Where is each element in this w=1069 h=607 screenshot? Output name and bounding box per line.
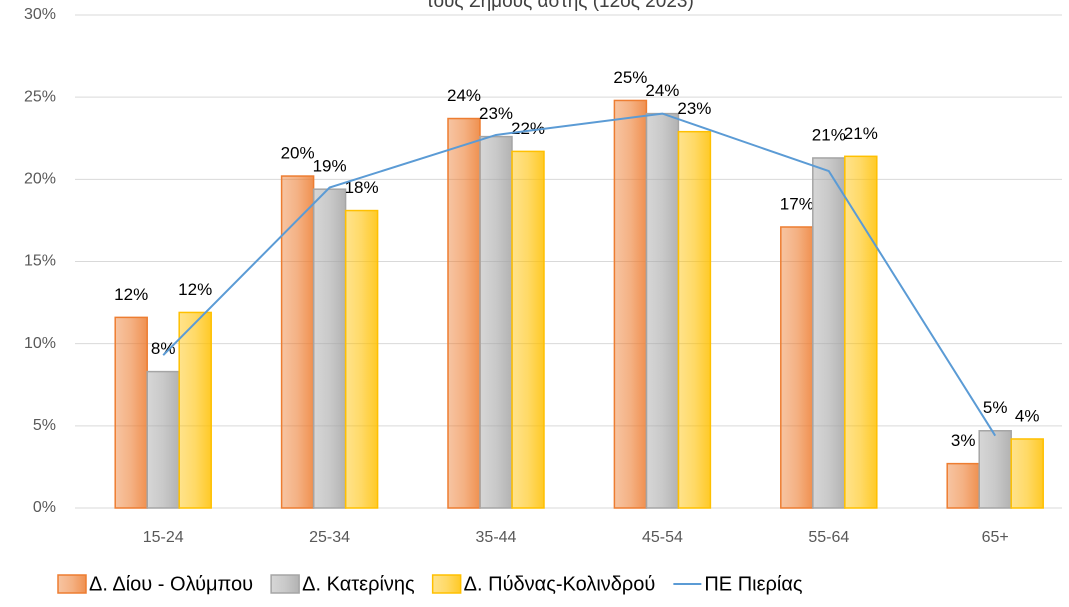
bar (946, 462, 980, 509)
y-tick-label: 25% (24, 88, 56, 105)
bar (344, 209, 379, 509)
data-label: 3% (951, 431, 976, 450)
bar (844, 155, 878, 509)
data-label: 24% (645, 81, 679, 100)
data-label: 12% (178, 280, 212, 299)
legend-label: Δ. Δίου - Ολύμπου (89, 573, 253, 595)
bar (812, 157, 846, 509)
data-label: 18% (345, 178, 379, 197)
bar (312, 188, 347, 509)
bar (677, 130, 712, 509)
y-tick-label: 0% (33, 499, 56, 516)
legend-label: Δ. Πύδνας-Κολινδρού (464, 573, 656, 595)
data-label: 24% (447, 86, 481, 105)
data-label: 23% (479, 104, 513, 123)
legend-swatch (431, 574, 462, 594)
data-label: 21% (844, 124, 878, 143)
data-label: 5% (983, 398, 1008, 417)
legend-swatch (270, 574, 300, 594)
x-tick-label: 65+ (982, 529, 1009, 546)
bar (178, 311, 212, 509)
data-label: 17% (780, 194, 814, 213)
bar (280, 175, 315, 509)
data-label: 22% (511, 119, 545, 138)
data-label: 12% (114, 285, 148, 304)
bar (146, 370, 180, 509)
data-label: 25% (613, 68, 647, 87)
bar (645, 112, 680, 509)
bar (479, 135, 513, 509)
y-tick-label: 10% (24, 335, 56, 352)
chart-title: τους Σημους αστής (12ος 2023) (426, 0, 694, 12)
line (162, 112, 997, 437)
x-tick-label: 55-64 (808, 529, 849, 546)
bar (780, 226, 814, 509)
data-label: 21% (812, 125, 846, 144)
bar (447, 117, 481, 509)
data-label: 19% (313, 157, 347, 176)
x-tick-label: 35-44 (476, 529, 517, 546)
y-tick-label: 15% (24, 253, 56, 270)
data-label: 8% (151, 339, 176, 358)
data-label: 20% (281, 144, 315, 163)
legend-swatch (57, 574, 87, 594)
y-tick-label: 30% (24, 6, 56, 23)
bar (511, 150, 545, 509)
y-tick-label: 5% (33, 417, 56, 434)
x-tick-label: 25-34 (309, 529, 350, 546)
bar (114, 316, 148, 509)
x-tick-label: 15-24 (143, 529, 184, 546)
bar (1010, 438, 1044, 509)
y-tick-label: 20% (24, 171, 56, 188)
data-label: 23% (677, 99, 711, 118)
data-label: 4% (1015, 406, 1040, 425)
bar (613, 99, 648, 509)
bar (978, 430, 1012, 509)
legend-label: ΠΕ Πιερίας (704, 573, 803, 595)
legend-label: Δ. Κατερίνης (302, 573, 415, 595)
x-tick-label: 45-54 (642, 529, 683, 546)
